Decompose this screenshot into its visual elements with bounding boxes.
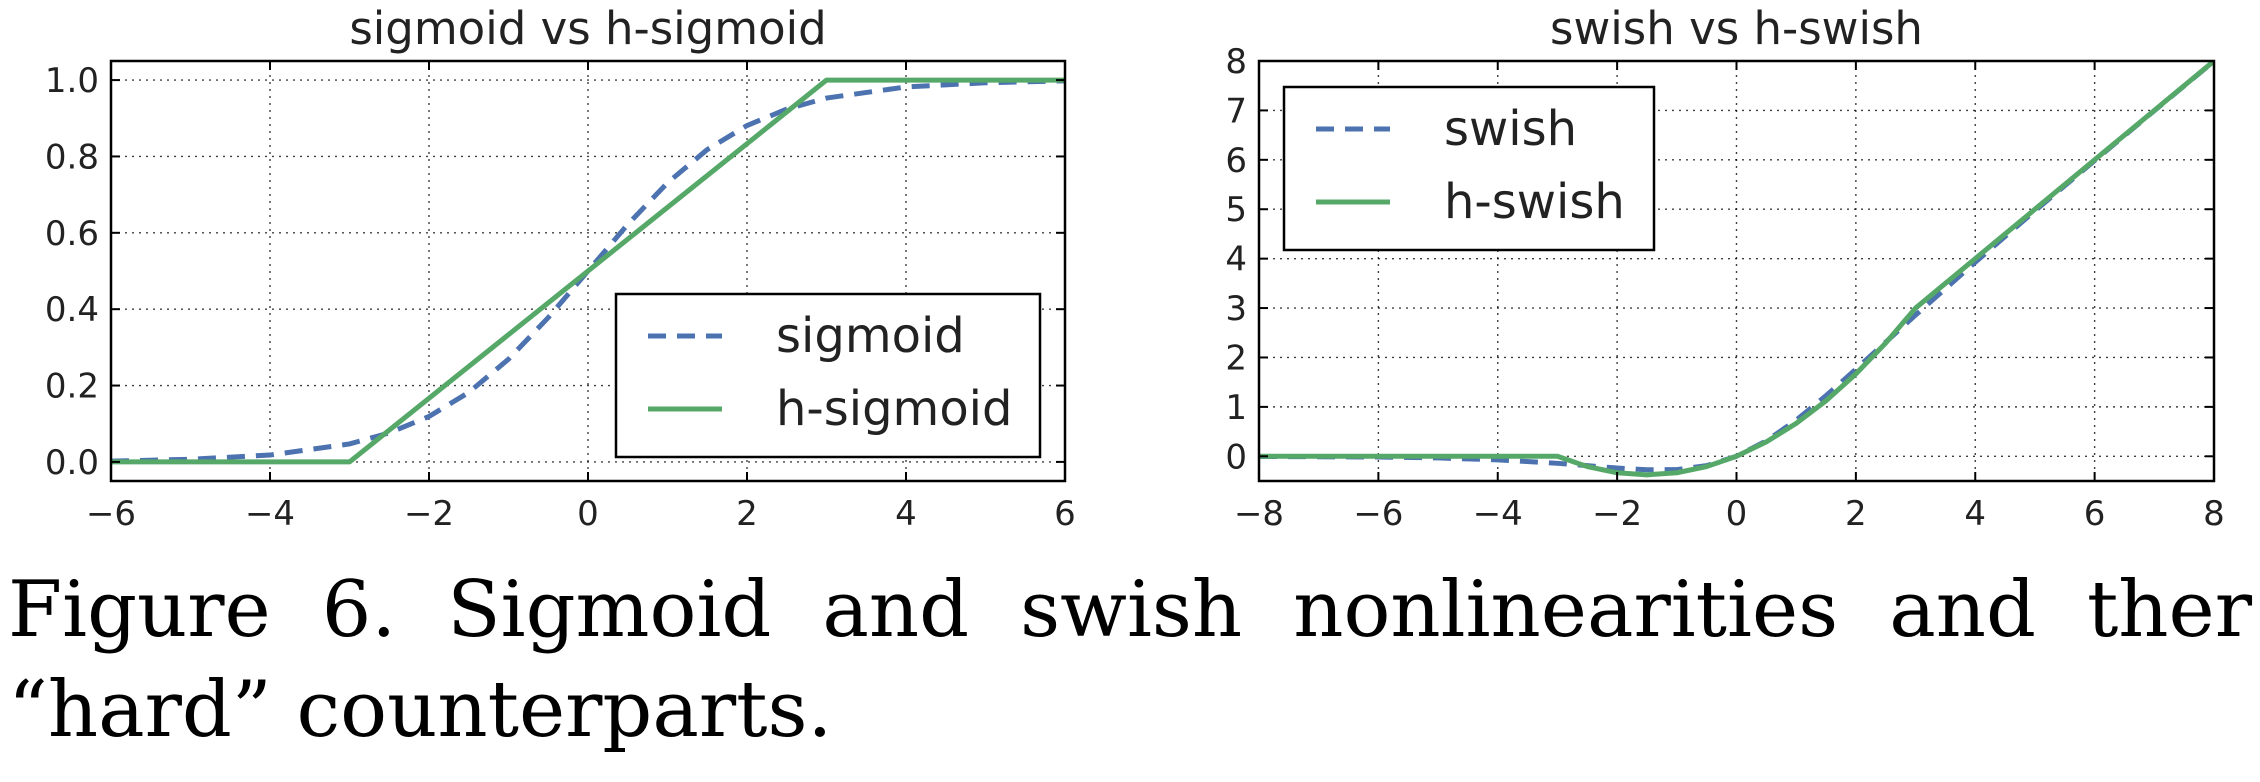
- chart-title: sigmoid vs h-sigmoid: [349, 2, 826, 55]
- x-tick-label: −4: [1473, 494, 1523, 534]
- x-tick-label: 2: [1845, 494, 1867, 534]
- x-tick-label: 0: [577, 494, 599, 534]
- y-tick-label: 2: [1225, 338, 1247, 378]
- legend-label-sigmoid: sigmoid: [776, 308, 965, 364]
- series-line-h-sigmoid: [111, 77, 1065, 465]
- y-tick-label: 0.0: [45, 443, 99, 483]
- y-tick-label: 1: [1225, 388, 1247, 428]
- x-tick-label: 0: [1726, 494, 1748, 534]
- legend-label-swish: swish: [1444, 101, 1577, 157]
- chart-title: swish vs h-swish: [1550, 2, 1923, 55]
- legend-box: [1282, 85, 1656, 252]
- legend-label-h-swish: h-swish: [1444, 174, 1625, 230]
- x-tick-label: −2: [404, 494, 454, 534]
- legend-box: [614, 292, 1042, 459]
- y-tick-label: 4: [1225, 240, 1247, 280]
- legend-label-h-sigmoid: h-sigmoid: [776, 381, 1012, 437]
- y-tick-label: 0: [1225, 437, 1247, 477]
- y-tick-label: 0.4: [45, 290, 99, 330]
- y-tick-label: 0.8: [45, 137, 99, 177]
- x-tick-label: 2: [736, 494, 758, 534]
- series-group: [1259, 61, 2214, 478]
- legend: sigmoid h-sigmoid: [614, 292, 1042, 459]
- y-tick-label: 1.0: [45, 61, 99, 101]
- x-tick-label: 6: [2084, 494, 2106, 534]
- y-tick-label: 6: [1225, 141, 1247, 181]
- series-line-h-swish: [1259, 61, 2214, 478]
- figure-canvas: −6 −4 −2 0 2 4 6 0.0 0.2 0.4 0.6 0.8 1.0 sigmoid vs h…: [45, 2, 2225, 534]
- chart-2: −8 −6 −4 −2 0 2 4 6 8 0 1 2 3 4 5 6 7 8 swish vs h-swish sw…: [1225, 2, 2224, 534]
- y-tick-label: 3: [1225, 289, 1247, 329]
- x-tick-label: 6: [1054, 494, 1076, 534]
- x-tick-label: 8: [2203, 494, 2225, 534]
- x-tick-label: −2: [1592, 494, 1642, 534]
- y-tick-label: 7: [1225, 91, 1247, 131]
- x-tick-label: −8: [1234, 494, 1284, 534]
- y-tick-label: 8: [1225, 42, 1247, 82]
- x-tick-label: −4: [245, 494, 295, 534]
- x-tick-label: 4: [1964, 494, 1986, 534]
- y-tick-label: 0.6: [45, 214, 99, 254]
- x-tick-label: −6: [86, 494, 136, 534]
- y-tick-label: 5: [1225, 190, 1247, 230]
- series-line-sigmoid: [111, 78, 1065, 464]
- y-tick-label: 0.2: [45, 367, 99, 407]
- series-group: [111, 77, 1065, 465]
- legend: swish h-swish: [1282, 85, 1656, 252]
- figure-caption: Figure 6. Sigmoid and swish nonlineariti…: [8, 565, 2252, 755]
- x-tick-label: −6: [1353, 494, 1403, 534]
- x-tick-label: 4: [895, 494, 917, 534]
- chart-1: −6 −4 −2 0 2 4 6 0.0 0.2 0.4 0.6 0.8 1.0 sigmoid vs h…: [45, 2, 1076, 534]
